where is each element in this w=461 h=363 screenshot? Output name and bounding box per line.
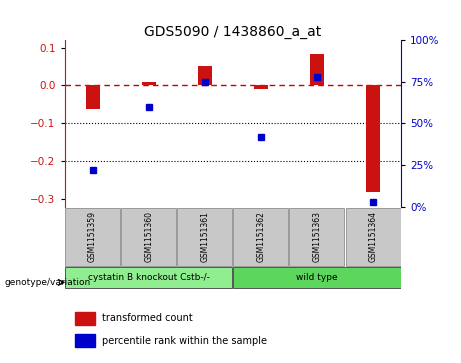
FancyBboxPatch shape	[65, 267, 232, 288]
FancyBboxPatch shape	[290, 208, 344, 266]
Text: GSM1151359: GSM1151359	[88, 211, 97, 262]
Bar	[75, 334, 95, 347]
Text: GSM1151362: GSM1151362	[256, 211, 266, 262]
Bar	[86, 85, 100, 109]
Text: wild type: wild type	[296, 273, 338, 282]
Text: cystatin B knockout Cstb-/-: cystatin B knockout Cstb-/-	[88, 273, 210, 282]
Title: GDS5090 / 1438860_a_at: GDS5090 / 1438860_a_at	[144, 25, 321, 39]
Text: genotype/variation: genotype/variation	[5, 278, 91, 287]
Bar	[366, 85, 380, 192]
Text: transformed count: transformed count	[101, 313, 192, 323]
Bar	[254, 85, 268, 89]
Text: GSM1151361: GSM1151361	[200, 211, 209, 262]
FancyBboxPatch shape	[233, 267, 401, 288]
Bar	[310, 54, 324, 85]
FancyBboxPatch shape	[233, 208, 288, 266]
FancyBboxPatch shape	[346, 208, 401, 266]
Text: GSM1151364: GSM1151364	[368, 211, 378, 262]
FancyBboxPatch shape	[121, 208, 176, 266]
Bar	[198, 66, 212, 85]
Text: GSM1151363: GSM1151363	[313, 211, 321, 262]
FancyBboxPatch shape	[177, 208, 232, 266]
Bar	[142, 82, 156, 85]
Bar	[75, 311, 95, 325]
FancyBboxPatch shape	[65, 208, 120, 266]
Text: GSM1151360: GSM1151360	[144, 211, 153, 262]
Text: percentile rank within the sample: percentile rank within the sample	[101, 336, 266, 346]
